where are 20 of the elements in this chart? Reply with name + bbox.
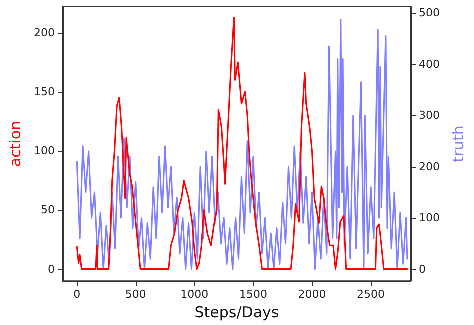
y2-tick-label: 300 <box>419 109 440 122</box>
x-tick-label: 1500 <box>239 288 268 302</box>
y2-axis-title: truth <box>450 126 468 163</box>
y-tick-label: 0 <box>48 262 55 276</box>
y-tick-label: 100 <box>34 144 55 158</box>
y2-tick-label: 100 <box>419 212 440 225</box>
y-tick-label: 50 <box>41 204 55 217</box>
x-tick-label: 0 <box>74 288 81 302</box>
x-tick-label: 2000 <box>298 288 326 302</box>
x-tick-label: 2500 <box>357 288 386 302</box>
x-tick-label: 500 <box>125 288 146 302</box>
x-axis-title: Steps/Days <box>194 304 280 322</box>
x-tick-label: 1000 <box>180 288 209 302</box>
y2-tick-label: 400 <box>419 58 440 71</box>
y2-tick-label: 200 <box>419 160 440 174</box>
y2-tick-label: 500 <box>419 6 440 20</box>
y-tick-label: 200 <box>34 26 55 40</box>
y-tick-label: 150 <box>34 86 55 99</box>
y-axis-title: action <box>6 120 24 168</box>
y2-tick-label: 0 <box>419 262 426 276</box>
